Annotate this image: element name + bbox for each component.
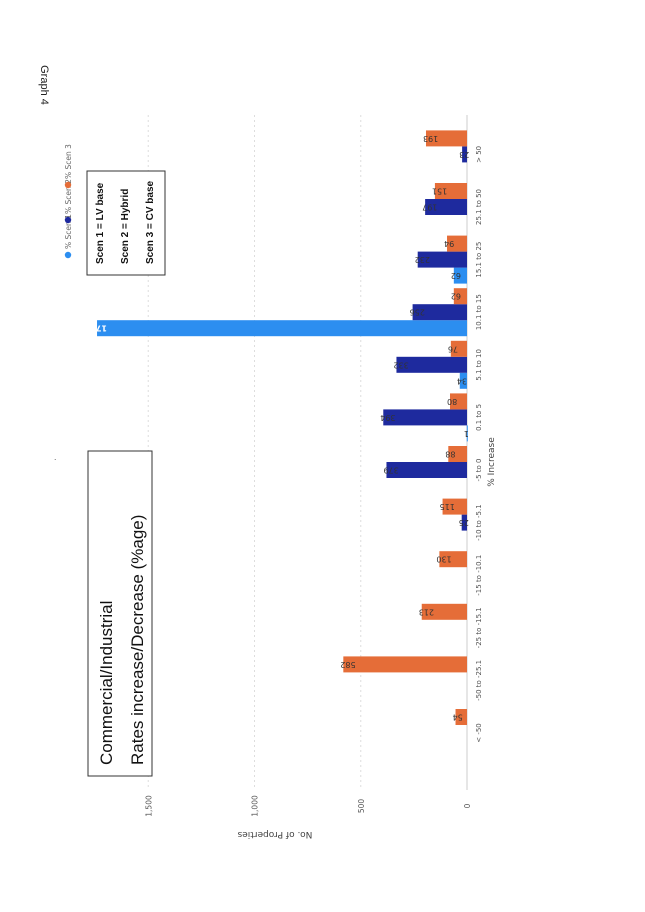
title-line-1: Commercial/Industrial <box>97 601 116 765</box>
bar-3-5 <box>448 446 467 462</box>
bar-3-7 <box>450 340 467 357</box>
data-labels: 54 582 213 130 25 115 379 88 1 394 80 34 332 76 1741 25… <box>84 134 469 722</box>
scenario-line-2: Scen 2 = Hybrid <box>120 189 131 264</box>
data-label-2-8: 256 <box>410 308 425 317</box>
category-label-4: -10 to -5.1 <box>475 504 483 541</box>
data-label-3-3: 130 <box>436 555 451 564</box>
data-label-2-9: 232 <box>415 255 430 264</box>
bar-1-9 <box>453 267 467 284</box>
bar-1-8 <box>97 320 467 337</box>
title-box: Commercial/Industrial Rates increase/Dec… <box>87 450 153 777</box>
bar-1-7 <box>459 372 467 389</box>
data-label-1-8: 1741 <box>84 324 107 333</box>
bar-3-8 <box>453 288 467 305</box>
scenario-line-3: Scen 3 = CV base <box>145 180 156 264</box>
data-label-1-7: 34 <box>457 376 467 385</box>
category-label-10: 25.1 to 50 <box>475 189 483 225</box>
bar-3-9 <box>447 235 467 252</box>
data-label-1-9: 62 <box>451 271 461 280</box>
bar-3-3 <box>439 551 467 568</box>
data-label-2-11: 23 <box>459 150 469 159</box>
bar-2-6 <box>383 409 467 426</box>
bar-3-10 <box>434 183 467 199</box>
data-label-3-5: 88 <box>445 450 455 459</box>
bar-2-7 <box>396 356 467 373</box>
category-labels: < -50 -50 to -25.1 -25 to -15.1 -15 to -10.… <box>475 146 483 743</box>
data-label-2-7: 332 <box>393 360 408 369</box>
bar-2-11 <box>462 146 467 163</box>
category-label-5: -5 to 0 <box>475 459 483 482</box>
category-label-8: 10.1 to 15 <box>475 294 483 330</box>
bar-3-2 <box>421 603 467 620</box>
data-label-3-8: 62 <box>451 292 461 301</box>
scenario-box: Scen 1 = LV base Scen 2 = Hybrid Scen 3 … <box>86 170 166 276</box>
stray-mark: . <box>54 453 56 462</box>
data-label-2-10: 197 <box>422 203 437 212</box>
data-label-3-4: 115 <box>440 502 455 511</box>
data-label-3-0: 54 <box>453 713 463 722</box>
category-label-9: 15.1 to 25 <box>475 242 483 278</box>
legend-swatch-1 <box>64 251 72 259</box>
legend-label-3: % Scen 3 <box>64 144 73 179</box>
data-label-3-6: 80 <box>447 397 457 406</box>
bar-2-8 <box>412 304 467 321</box>
legend: % Scen 1% Scen 2% Scen 3 <box>64 144 73 259</box>
x-axis-title: % Increase <box>487 437 497 487</box>
bar-3-0 <box>455 709 467 725</box>
category-label-0: < -50 <box>475 723 483 743</box>
data-label-2-6: 394 <box>380 413 395 422</box>
category-label-3: -15 to -10.1 <box>475 555 483 596</box>
legend-swatch-2 <box>64 216 72 224</box>
legend-label-1: % Scen 1 <box>64 214 73 249</box>
tick-label-0: 0 <box>463 803 472 808</box>
data-label-3-1: 582 <box>340 660 355 669</box>
tick-label-3: 1,500 <box>144 795 153 817</box>
value-tick-labels: 0 500 1,000 1,500 <box>144 795 472 817</box>
scenario-line-1: Scen 1 = LV base <box>95 182 106 264</box>
bar-3-1 <box>343 656 467 673</box>
bar-2-5 <box>386 462 467 478</box>
gridlines <box>147 115 468 790</box>
category-label-2: -25 to -15.1 <box>475 607 483 648</box>
bar-3-11 <box>425 130 467 147</box>
category-label-7: 5.1 to 10 <box>475 349 483 381</box>
legend-swatch-3 <box>64 181 72 189</box>
data-label-3-2: 213 <box>419 607 434 616</box>
data-label-3-7: 76 <box>448 344 458 353</box>
data-label-3-10: 151 <box>432 187 447 196</box>
y-axis-title: No. of Properties <box>237 829 312 839</box>
data-label-1-6: 1 <box>464 429 469 438</box>
category-label-6: 0.1 to 5 <box>475 404 483 431</box>
data-label-2-5: 379 <box>383 466 398 475</box>
data-label-3-9: 94 <box>444 239 454 248</box>
title-line-2: Rates increase/Decrease (%age) <box>128 515 147 765</box>
category-label-11: > 50 <box>475 146 483 163</box>
bar-3-4 <box>442 498 467 515</box>
bar-3-6 <box>450 393 467 410</box>
data-label-3-11: 193 <box>423 134 438 143</box>
legend-label-2: % Scen 2 <box>64 179 73 214</box>
bar-2-9 <box>417 251 467 268</box>
tick-label-2: 1,000 <box>251 795 260 817</box>
bar-2-10 <box>425 199 467 215</box>
tick-label-1: 500 <box>357 799 366 814</box>
category-label-1: -50 to -25.1 <box>475 660 483 701</box>
bars <box>97 130 468 725</box>
bar-1-6 <box>466 425 468 442</box>
bar-2-4 <box>461 514 467 531</box>
data-label-2-4: 25 <box>459 518 469 527</box>
